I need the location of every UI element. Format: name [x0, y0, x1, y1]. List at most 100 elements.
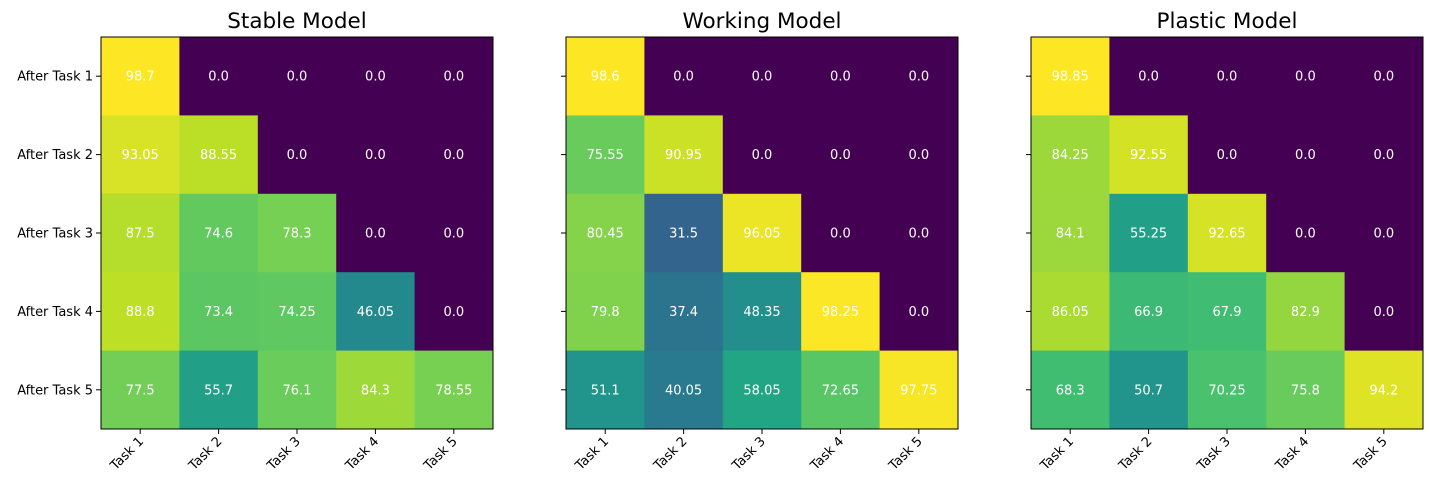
heatmap-cell — [336, 272, 416, 352]
cell-value-label: 80.45 — [587, 227, 624, 242]
cell-value-label: 0.0 — [908, 305, 929, 320]
heatmap-cell — [879, 350, 959, 430]
heatmap-cell — [257, 115, 337, 195]
panel-title: Plastic Model — [1157, 9, 1298, 34]
heatmap-cell — [101, 37, 180, 116]
cell-value-label: 75.8 — [1291, 383, 1320, 398]
cell-value-label: 79.8 — [591, 305, 620, 320]
cell-value-label: 74.6 — [204, 227, 233, 242]
x-tick-label: Task 1 — [1037, 434, 1077, 474]
heatmap-cell — [1187, 37, 1267, 116]
heatmap-cell — [101, 115, 180, 195]
cell-value-label: 0.0 — [1295, 227, 1316, 242]
cell-value-label: 98.7 — [126, 70, 155, 85]
cell-value-label: 84.1 — [1056, 227, 1085, 242]
cell-value-label: 94.2 — [1369, 383, 1398, 398]
heatmap-cell — [414, 37, 494, 116]
heatmap-cell — [336, 115, 416, 195]
cell-value-label: 55.25 — [1130, 227, 1167, 242]
heatmap-cell — [722, 272, 802, 352]
heatmap-cell — [1031, 193, 1110, 273]
cell-value-label: 0.0 — [208, 70, 229, 85]
heatmap-cell — [257, 350, 337, 430]
heatmap-cell — [1266, 37, 1346, 116]
heatmap-cell — [879, 37, 959, 116]
cell-value-label: 0.0 — [673, 70, 694, 85]
heatmap-cell — [801, 193, 881, 273]
cell-value-label: 0.0 — [830, 227, 851, 242]
cell-value-label: 0.0 — [1217, 148, 1238, 163]
cell-value-label: 0.0 — [1295, 148, 1316, 163]
heatmap-cell — [414, 115, 494, 195]
x-tick-label: Task 1 — [107, 434, 147, 474]
cell-value-label: 58.05 — [743, 383, 780, 398]
x-tick-label: Task 3 — [264, 434, 304, 474]
cell-value-label: 98.85 — [1052, 70, 1089, 85]
heatmap-cell — [1266, 272, 1346, 352]
cell-value-label: 72.65 — [822, 383, 859, 398]
cell-value-label: 97.75 — [900, 383, 937, 398]
heatmap-cell — [414, 350, 494, 430]
cell-value-label: 0.0 — [365, 227, 386, 242]
cell-value-label: 0.0 — [1373, 70, 1394, 85]
heatmap-cell — [722, 37, 802, 116]
cell-value-label: 0.0 — [752, 148, 773, 163]
cell-value-label: 0.0 — [1295, 70, 1316, 85]
heatmap-cell — [879, 115, 959, 195]
cell-value-label: 92.55 — [1130, 148, 1167, 163]
cell-value-label: 0.0 — [1138, 70, 1159, 85]
heatmap-cell — [1031, 272, 1110, 352]
heatmap-cell — [644, 37, 724, 116]
cell-value-label: 88.55 — [200, 148, 237, 163]
cell-value-label: 0.0 — [443, 305, 464, 320]
cell-value-label: 40.05 — [665, 383, 702, 398]
heatmap-cell — [1344, 115, 1424, 195]
cell-value-label: 88.8 — [126, 305, 155, 320]
heatmap-cell — [414, 193, 494, 273]
x-tick-label: Task 4 — [807, 434, 847, 474]
cell-value-label: 0.0 — [908, 70, 929, 85]
cell-value-label: 0.0 — [1373, 148, 1394, 163]
cell-value-label: 73.4 — [204, 305, 233, 320]
cell-value-label: 0.0 — [908, 148, 929, 163]
y-tick-label: After Task 3 — [17, 227, 93, 242]
heatmap-cell — [1344, 37, 1424, 116]
heatmap-cell — [566, 115, 645, 195]
heatmap-cell — [179, 37, 259, 116]
cell-value-label: 0.0 — [443, 148, 464, 163]
cell-value-label: 75.55 — [587, 148, 624, 163]
x-tick-label: Task 4 — [342, 434, 382, 474]
heatmap-cell — [1344, 272, 1424, 352]
heatmap-cell — [644, 115, 724, 195]
heatmap-cell — [257, 272, 337, 352]
heatmap-cell — [566, 350, 645, 430]
heatmap-cell — [179, 350, 259, 430]
cell-value-label: 67.9 — [1213, 305, 1242, 320]
heatmap-cell — [1187, 193, 1267, 273]
cell-value-label: 0.0 — [1373, 305, 1394, 320]
panel-title: Working Model — [682, 9, 841, 34]
y-tick-label: After Task 5 — [17, 383, 93, 398]
cell-value-label: 0.0 — [287, 70, 308, 85]
cell-value-label: 86.05 — [1052, 305, 1089, 320]
heatmap-cell — [1109, 193, 1189, 273]
heatmap-cell — [1344, 193, 1424, 273]
cell-value-label: 0.0 — [752, 70, 773, 85]
heatmap-cell — [1031, 37, 1110, 116]
heatmap-cell — [801, 350, 881, 430]
heatmap-cell — [1187, 272, 1267, 352]
cell-value-label: 77.5 — [126, 383, 155, 398]
heatmap-cell — [1266, 193, 1346, 273]
cell-value-label: 82.9 — [1291, 305, 1320, 320]
heatmap-cell — [801, 272, 881, 352]
x-tick-label: Task 5 — [886, 434, 926, 474]
x-tick-label: Task 5 — [1351, 434, 1391, 474]
heatmap-cell — [1187, 350, 1267, 430]
x-tick-label: Task 4 — [1272, 434, 1312, 474]
cell-value-label: 66.9 — [1134, 305, 1163, 320]
cell-value-label: 0.0 — [287, 148, 308, 163]
x-tick-label: Task 1 — [572, 434, 612, 474]
heatmap-cell — [336, 193, 416, 273]
heatmap-cell — [722, 115, 802, 195]
heatmap-cell — [179, 115, 259, 195]
